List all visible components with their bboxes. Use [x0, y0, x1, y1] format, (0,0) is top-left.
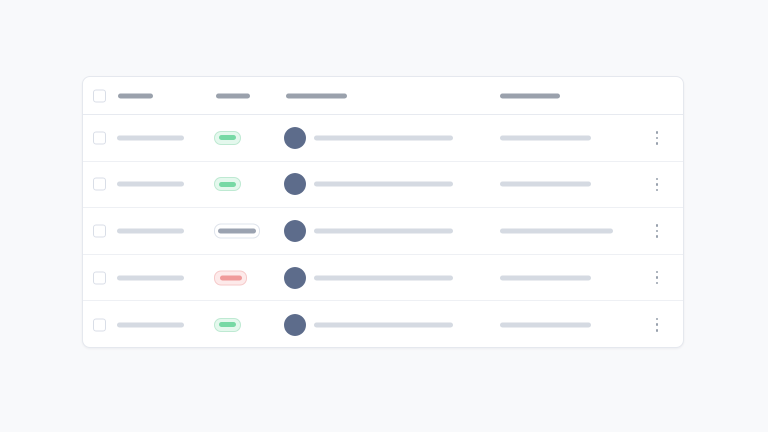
row-checkbox[interactable] — [93, 318, 106, 332]
table-row — [83, 255, 683, 302]
select-all-checkbox[interactable] — [93, 89, 106, 102]
table-body — [83, 115, 683, 347]
kebab-menu-icon[interactable] — [648, 221, 666, 241]
kebab-menu-icon[interactable] — [648, 174, 666, 194]
row-checkbox[interactable] — [93, 131, 106, 145]
status-badge-skeleton-bar — [219, 135, 236, 141]
detail-skeleton-bar — [314, 135, 453, 141]
name-skeleton-bar — [117, 228, 184, 234]
status-badge — [214, 177, 241, 192]
kebab-dot — [655, 317, 659, 321]
kebab-dot — [655, 177, 659, 181]
status-badge — [214, 223, 260, 239]
meta-skeleton-bar — [500, 275, 591, 281]
kebab-dot — [655, 270, 659, 274]
status-badge-skeleton-bar — [218, 228, 256, 234]
meta-skeleton-bar — [500, 322, 591, 328]
status-badge — [214, 270, 247, 286]
kebab-dot — [655, 229, 659, 233]
kebab-dot — [655, 188, 659, 192]
status-badge-skeleton-bar — [219, 181, 236, 187]
avatar — [284, 219, 306, 242]
row-checkbox[interactable] — [93, 224, 106, 238]
detail-skeleton-bar — [314, 181, 453, 187]
table-row — [83, 208, 683, 255]
kebab-dot — [655, 142, 659, 145]
header-skeleton-bar-column-4 — [500, 93, 560, 98]
table-header-row — [83, 77, 683, 115]
meta-skeleton-bar — [500, 135, 591, 141]
name-skeleton-bar — [117, 181, 184, 187]
kebab-dot — [655, 224, 659, 227]
table-card — [82, 76, 684, 348]
avatar — [284, 266, 306, 289]
avatar — [284, 173, 306, 196]
status-badge-skeleton-bar — [219, 322, 236, 328]
kebab-menu-icon[interactable] — [648, 315, 666, 335]
name-skeleton-bar — [117, 275, 184, 281]
header-skeleton-bar-column-2 — [216, 93, 250, 98]
kebab-dot — [655, 281, 659, 285]
kebab-dot — [655, 276, 659, 279]
header-skeleton-bar-column-3 — [286, 93, 347, 98]
detail-skeleton-bar — [314, 322, 453, 328]
kebab-dot — [655, 328, 659, 332]
header-skeleton-bar-column-1 — [118, 93, 153, 98]
kebab-menu-icon[interactable] — [648, 268, 666, 288]
table-row — [83, 301, 683, 347]
avatar — [284, 126, 306, 149]
table-row — [83, 162, 683, 209]
status-badge — [214, 317, 241, 332]
status-badge-skeleton-bar — [219, 275, 242, 281]
kebab-dot — [655, 323, 659, 326]
meta-skeleton-bar — [500, 228, 613, 234]
kebab-dot — [655, 136, 659, 140]
table-row — [83, 115, 683, 162]
row-checkbox[interactable] — [93, 177, 106, 191]
kebab-dot — [655, 130, 659, 134]
detail-skeleton-bar — [314, 228, 453, 234]
meta-skeleton-bar — [500, 181, 591, 187]
row-checkbox[interactable] — [93, 271, 106, 285]
detail-skeleton-bar — [314, 275, 453, 281]
status-badge — [214, 130, 241, 145]
avatar — [284, 313, 306, 336]
name-skeleton-bar — [117, 322, 184, 328]
kebab-menu-icon[interactable] — [648, 128, 666, 148]
kebab-dot — [655, 183, 659, 186]
kebab-dot — [655, 235, 659, 238]
name-skeleton-bar — [117, 135, 184, 141]
